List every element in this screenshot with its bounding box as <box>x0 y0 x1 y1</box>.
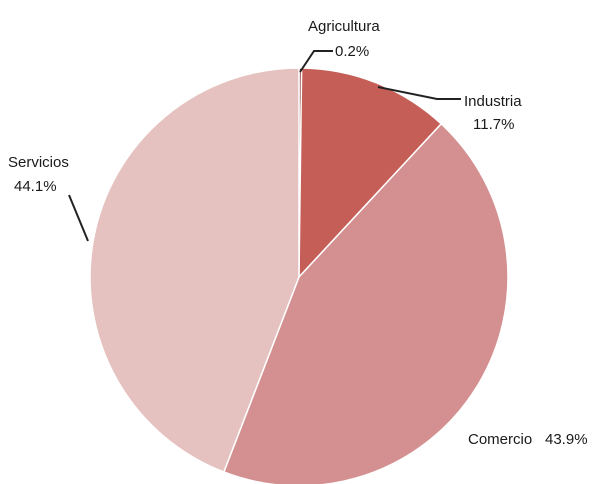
slice-label-industria: Industria <box>464 93 522 110</box>
leader-line-agricultura <box>299 50 333 73</box>
slice-value-agricultura: 0.2% <box>335 43 369 60</box>
leader-line-industria <box>377 86 461 100</box>
slice-label-comercio: Comercio <box>468 431 532 448</box>
slice-value-industria: 11.7% <box>473 116 514 133</box>
pie-slice-servicios <box>89 67 300 473</box>
labels-layer: Agricultura 0.2% Industria 11.7% Servici… <box>8 18 588 448</box>
slice-value-servicios: 44.1% <box>14 178 57 195</box>
slice-label-servicios: Servicios <box>8 154 69 171</box>
pie-slice-industria <box>298 67 443 279</box>
slice-label-agricultura: Agricultura <box>308 18 380 35</box>
leader-lines-layer <box>68 50 461 242</box>
slice-value-comercio: 43.9% <box>545 431 588 448</box>
slices-layer <box>89 67 509 484</box>
pie-slice-comercio <box>222 122 509 484</box>
leader-line-servicios <box>68 194 89 242</box>
